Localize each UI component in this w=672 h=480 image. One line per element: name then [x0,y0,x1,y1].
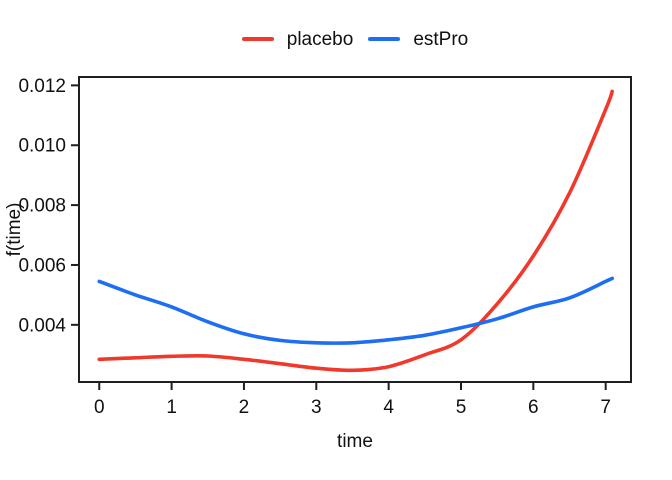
legend-label-placebo: placebo [286,28,354,50]
y-axis-title: f(time) [4,203,25,257]
legend: placebo estPro [79,26,631,52]
estpro-line-swatch [368,37,401,41]
placebo-line-swatch [241,37,274,41]
y-tick-label: 0.010 [18,136,66,157]
x-tick-label: 5 [456,397,467,418]
x-tick-label: 3 [311,397,322,418]
series-line-placebo [97,89,614,373]
x-tick-label: 4 [383,397,394,418]
x-tick-label: 7 [600,397,611,418]
x-tick-label: 6 [528,397,539,418]
y-tick-label: 0.012 [18,76,66,97]
legend-item-placebo: placebo [241,28,354,50]
legend-label-estpro: estPro [413,28,469,50]
x-tick-label: 2 [239,397,250,418]
y-tick-label: 0.004 [18,315,66,336]
series-line-estPro [97,276,614,345]
plot-box [78,76,632,383]
x-tick-label: 1 [166,397,177,418]
x-axis-title: time [337,431,373,452]
legend-item-estpro: estPro [368,30,468,49]
x-tick-label: 0 [94,397,105,418]
y-tick-label: 0.008 [18,196,66,217]
y-tick-label: 0.006 [18,255,66,276]
